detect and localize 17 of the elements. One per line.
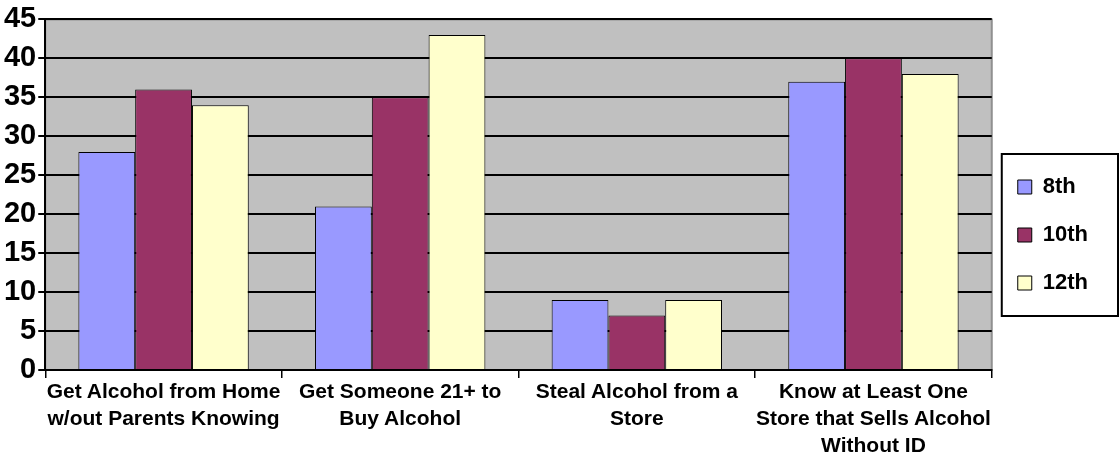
- y-tick-label: 10: [3, 274, 37, 307]
- x-tick-label: Steal Alcohol from a Store: [535, 378, 739, 429]
- x-tick-label: Get Alcohol from Home w/out Parents Knowing: [46, 378, 281, 429]
- legend-label: 12th: [1042, 269, 1089, 295]
- x-tick-label: Know at Least One Store that Sells Alcohol Without ID: [755, 378, 991, 457]
- y-tick-label: 25: [3, 157, 37, 190]
- y-tick-label: 20: [3, 196, 37, 229]
- y-tick-label: 5: [20, 313, 37, 346]
- y-tick-label: 0: [20, 352, 37, 385]
- legend-label: 10th: [1042, 221, 1089, 247]
- y-tick-label: 15: [3, 235, 37, 268]
- x-tick-label: Get Someone 21+ to Buy Alcohol: [298, 378, 502, 429]
- legend-label: 8th: [1042, 173, 1076, 199]
- y-tick-label: 45: [3, 1, 37, 34]
- y-tick-label: 40: [3, 40, 37, 73]
- y-tick-label: 35: [3, 79, 37, 112]
- y-tick-label: 30: [3, 118, 37, 151]
